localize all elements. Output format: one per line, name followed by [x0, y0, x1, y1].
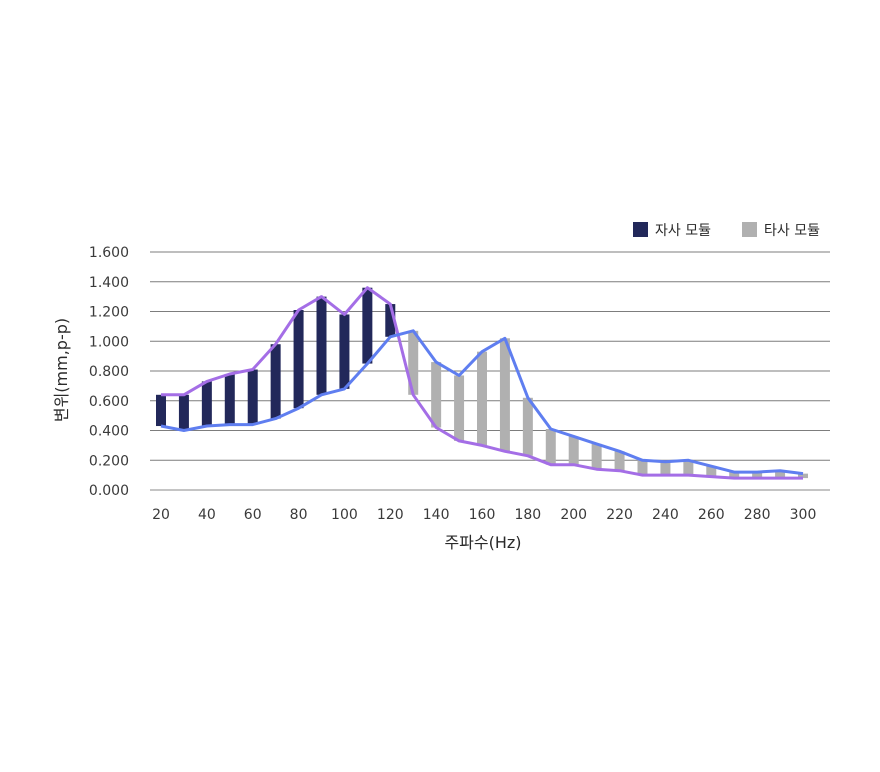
y-tick-label: 0.000	[89, 483, 129, 499]
y-tick-label: 0.400	[89, 424, 129, 440]
grid-lines	[150, 251, 830, 491]
bar-other-module	[477, 351, 487, 446]
y-tick-label: 0.600	[89, 394, 129, 410]
bar-other-module	[568, 436, 579, 465]
bar-other-module	[522, 397, 533, 456]
series-line-lower	[160, 329, 804, 476]
bar-own-module	[362, 287, 373, 364]
x-tick-label: 280	[744, 507, 771, 523]
x-tick-label: 260	[698, 507, 725, 523]
y-tick-label: 1.600	[89, 245, 129, 261]
legend-label-own-module: 자사 모듈	[655, 223, 711, 239]
bar-other-module	[660, 461, 671, 476]
bar-own-module	[316, 296, 327, 395]
bar-own-module	[201, 381, 212, 427]
bar-own-module	[178, 394, 189, 431]
y-tick-label: 0.800	[89, 364, 129, 380]
bar-other-module	[798, 473, 808, 479]
bar-other-module	[775, 470, 786, 479]
x-tick-label: 140	[423, 507, 450, 523]
bar-other-module	[729, 472, 740, 479]
bar-other-module	[637, 460, 648, 476]
bar-other-module	[454, 375, 465, 441]
x-tick-label: 100	[331, 507, 358, 523]
bar-other-module	[499, 338, 510, 452]
bar-other-module	[752, 472, 763, 479]
y-tick-labels: 0.000 0.200 0.400 0.600 0.800 1.000 1.200 1.400…	[89, 245, 129, 499]
bar-other-module	[614, 451, 625, 471]
series-line-upper	[161, 286, 803, 480]
bar-own-module	[270, 344, 281, 419]
bars	[156, 287, 808, 479]
x-tick-label: 200	[560, 507, 587, 523]
legend-swatch-own-module	[633, 222, 648, 237]
x-axis-title: 주파수(Hz)	[444, 533, 521, 552]
bar-other-module	[545, 429, 556, 465]
bar-own-module	[224, 373, 235, 425]
x-tick-label: 240	[652, 507, 679, 523]
x-tick-label: 120	[377, 507, 404, 523]
bar-other-module	[683, 460, 694, 476]
bar-own-module	[156, 394, 166, 427]
x-tick-label: 80	[290, 507, 308, 523]
bar-other-module	[706, 466, 717, 477]
y-tick-label: 1.400	[89, 275, 129, 291]
legend-label-other-module: 타사 모듈	[764, 223, 820, 239]
bar-other-module	[408, 330, 419, 395]
bar-own-module	[385, 304, 396, 337]
y-tick-label: 1.000	[89, 334, 129, 350]
x-tick-label: 40	[198, 507, 216, 523]
x-tick-label: 220	[606, 507, 633, 523]
x-tick-label: 160	[469, 507, 496, 523]
bar-other-module	[591, 443, 602, 470]
legend-swatch-other-module	[742, 222, 757, 237]
bar-own-module	[247, 369, 258, 425]
y-axis-title: 변위(mm,p-p)	[52, 318, 71, 422]
x-tick-label: 180	[514, 507, 541, 523]
x-tick-label: 300	[790, 507, 817, 523]
y-tick-label: 0.200	[89, 453, 129, 469]
series-lines	[160, 286, 804, 480]
bar-own-module	[339, 314, 350, 389]
x-tick-label: 20	[152, 507, 170, 523]
x-tick-labels: 20 40 60 80 100 120 140 160 180 200 220 240 260 280 30…	[152, 507, 816, 523]
bar-other-module	[431, 362, 442, 428]
legend: 자사 모듈 타사 모듈	[633, 222, 820, 239]
y-tick-label: 1.200	[89, 305, 129, 321]
x-tick-label: 60	[244, 507, 262, 523]
bar-own-module	[293, 310, 304, 409]
